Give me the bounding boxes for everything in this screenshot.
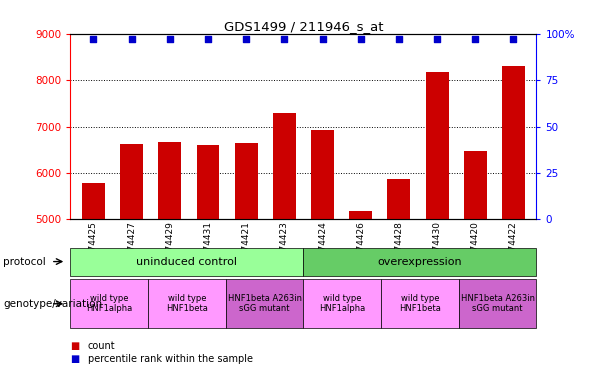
Text: HNF1beta A263in
sGG mutant: HNF1beta A263in sGG mutant [227, 294, 302, 314]
Text: wild type
HNF1alpha: wild type HNF1alpha [319, 294, 365, 314]
Title: GDS1499 / 211946_s_at: GDS1499 / 211946_s_at [224, 20, 383, 33]
Bar [120, 144, 143, 219]
Bar [197, 145, 219, 219]
Text: count: count [88, 341, 115, 351]
Text: ■: ■ [70, 341, 80, 351]
Point [280, 36, 289, 42]
Point [203, 36, 213, 42]
Point [394, 36, 404, 42]
Text: wild type
HNF1beta: wild type HNF1beta [399, 294, 441, 314]
Bar [311, 130, 334, 219]
Point [470, 36, 480, 42]
Bar [464, 151, 487, 219]
Bar [235, 143, 257, 219]
Text: overexpression: overexpression [378, 256, 462, 267]
Text: HNF1beta A263in
sGG mutant: HNF1beta A263in sGG mutant [460, 294, 535, 314]
Bar [387, 178, 410, 219]
Text: ■: ■ [70, 354, 80, 364]
Bar [349, 210, 372, 219]
Text: wild type
HNF1beta: wild type HNF1beta [166, 294, 208, 314]
Point [242, 36, 251, 42]
Point [127, 36, 137, 42]
Point [318, 36, 327, 42]
Bar [425, 72, 449, 219]
Text: wild type
HNF1alpha: wild type HNF1alpha [86, 294, 132, 314]
Point [165, 36, 175, 42]
Bar [158, 142, 181, 219]
Point [509, 36, 519, 42]
Point [432, 36, 442, 42]
Bar [82, 183, 105, 219]
Bar [502, 66, 525, 219]
Bar [273, 112, 296, 219]
Text: genotype/variation: genotype/variation [3, 299, 102, 309]
Text: percentile rank within the sample: percentile rank within the sample [88, 354, 253, 364]
Point [356, 36, 365, 42]
Text: protocol: protocol [3, 256, 46, 267]
Text: uninduced control: uninduced control [137, 256, 237, 267]
Point [88, 36, 98, 42]
